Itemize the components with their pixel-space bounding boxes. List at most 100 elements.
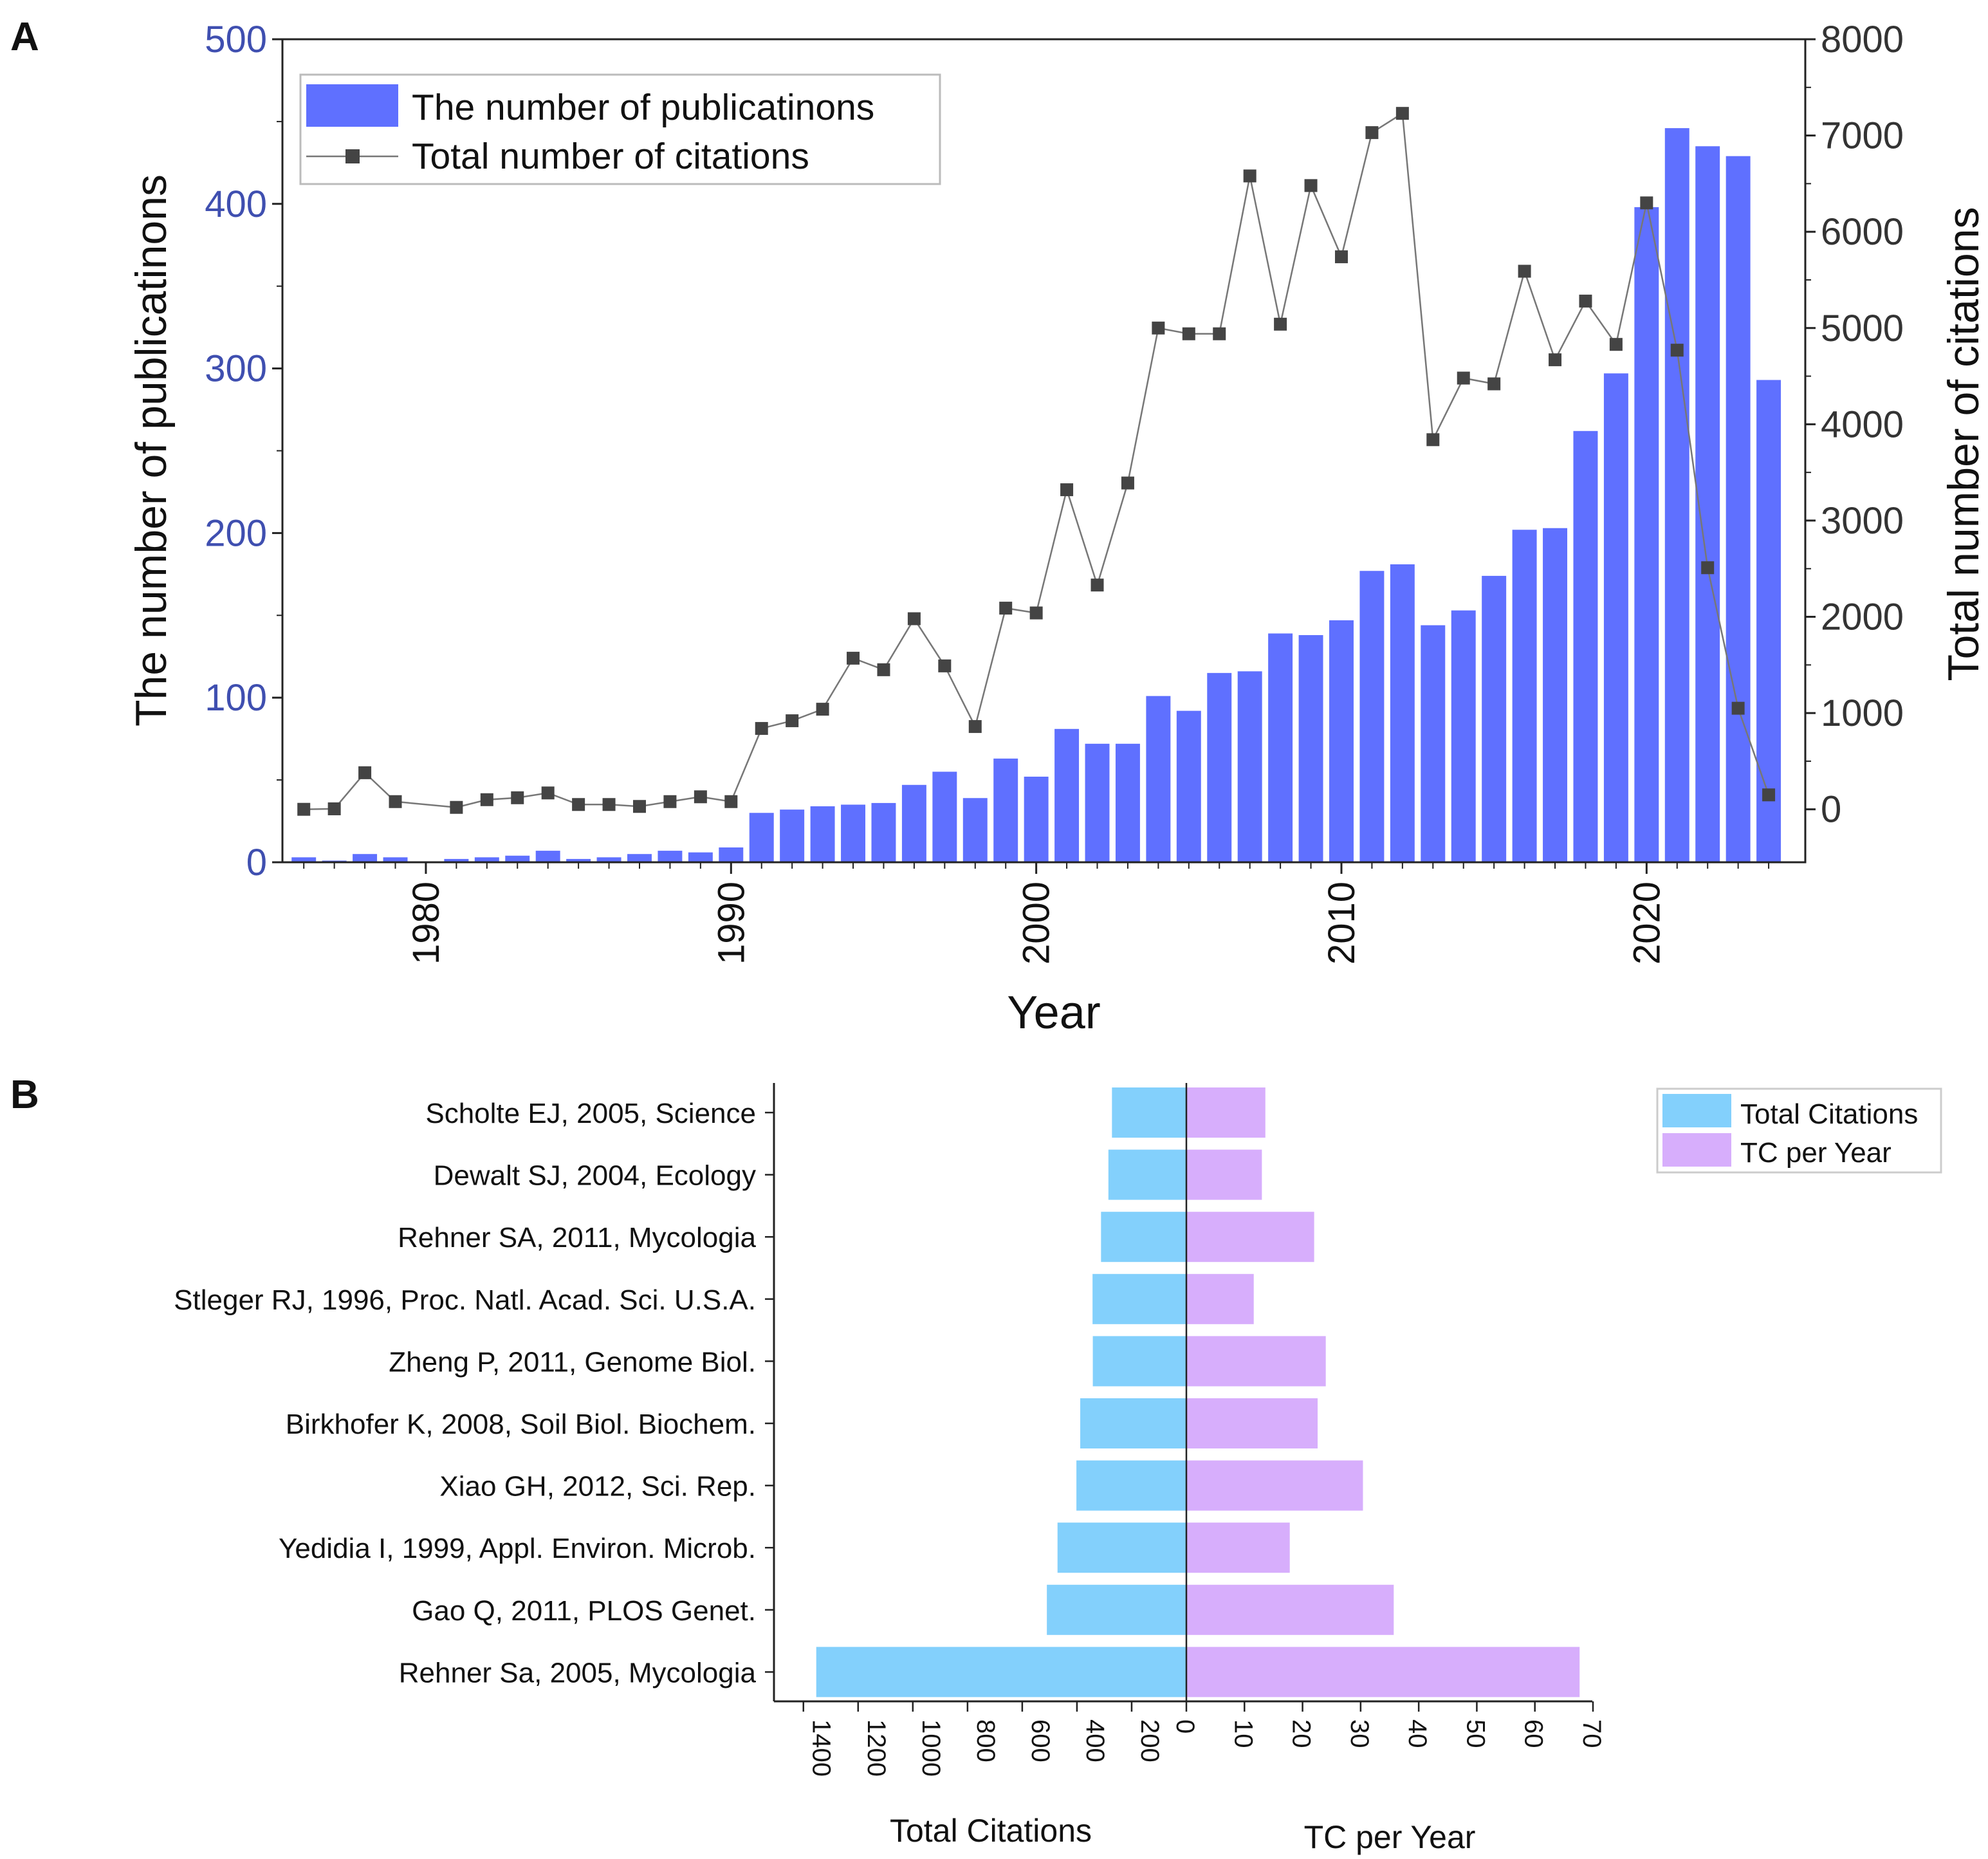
citation-point [1091,578,1104,592]
publication-bar [627,854,652,862]
y-axis-right-title: Total number of citations [1939,207,1988,681]
publication-bar [993,758,1018,862]
total-citations-bar [1108,1149,1186,1200]
tc-per-year-bar [1186,1522,1290,1573]
citation-point [450,800,463,814]
publication-bars [291,128,1781,863]
chart-b: Scholte EJ, 2005, Science Dewalt SJ, 2004… [174,1083,1942,1855]
publication-bar [1115,743,1140,862]
publication-bar [780,809,805,862]
x-tick-label-total: 200 [1136,1719,1164,1762]
citation-point [1060,483,1074,497]
tc-per-year-bar [1186,1149,1262,1200]
publication-bar [1024,776,1049,862]
citation-point [877,663,890,676]
publication-bar [291,857,317,862]
publication-bar [1421,625,1446,862]
citation-point [755,722,768,735]
y-right-tick-label: 8000 [1821,19,1904,60]
publication-bar [383,857,408,862]
x-tick-label-tc: 10 [1229,1719,1257,1748]
total-citations-bar [816,1647,1186,1697]
publication-bar [1664,128,1689,863]
category-label: Zheng P, 2011, Genome Biol. [389,1346,756,1378]
publication-bar [1146,696,1171,862]
citation-point [511,791,524,804]
citation-point [327,802,341,815]
tc-per-year-bar [1186,1087,1266,1138]
legend-a: The number of publicatinons Total number… [299,73,941,185]
legend-a-box [299,73,941,185]
citation-point [1304,179,1318,192]
legend-tc-per-year-swatch [1662,1133,1731,1167]
citation-point [358,766,372,779]
publication-bar [1634,207,1659,862]
citation-point [1549,353,1562,367]
publication-bar [932,772,957,862]
publication-bar [1726,156,1751,862]
publication-bar [810,806,835,862]
category-label: Yedidia I, 1999, Appl. Environ. Microb. [279,1533,756,1564]
x-tick-label-total: 1000 [917,1719,945,1777]
x-tick-label-tc: 60 [1520,1719,1548,1748]
citation-point [1762,788,1776,802]
category-label: Xiao GH, 2012, Sci. Rep. [439,1471,756,1503]
citation-point [1121,476,1134,490]
publication-bar [688,852,713,862]
x-tick-label-tc: 70 [1578,1719,1606,1748]
citation-point [632,800,646,813]
y-right-tick-label: 0 [1821,789,1841,831]
legend-citations-marker [345,149,360,163]
publication-bar [535,851,560,862]
publication-bar [596,857,621,862]
tc-per-year-bar [1186,1584,1394,1635]
citation-point [999,602,1013,615]
publication-bar [1237,671,1262,862]
publication-bar [1451,610,1476,862]
x-tick-label-a: 2020 [1626,882,1668,965]
citation-point [602,798,616,811]
x-tick-label-a: 2010 [1321,882,1363,965]
citation-point [847,651,860,665]
citation-point [1365,126,1379,140]
legend-total-citations-label: Total Citations [1740,1098,1918,1130]
citation-point [1334,250,1348,264]
publication-bar [1268,633,1293,862]
publication-bar [1176,710,1201,862]
publication-bar [1390,564,1415,862]
citation-point [1731,701,1745,715]
y-right-tick-label: 5000 [1821,308,1904,349]
category-label: Gao Q, 2011, PLOS Genet. [412,1595,756,1627]
citation-point [1609,338,1623,351]
category-labels: Scholte EJ, 2005, Science Dewalt SJ, 2004… [174,1098,774,1688]
publication-bar [749,813,774,862]
citation-point [694,790,707,804]
publication-bar [1756,380,1781,862]
y-axis-right: 0 1000 2000 3000 4000 5000 6000 7000 8000 [1805,19,1904,831]
x-tick-label-a: 1990 [710,882,752,965]
category-label: Scholte EJ, 2005, Science [425,1098,756,1129]
publication-bar [1359,571,1385,862]
x-ticks-b: 200 400 600 800 1000 1200 1400 0 10 20 30 40 50 60 70 [802,1701,1606,1777]
category-label: Dewalt SJ, 2004, Ecology [434,1160,756,1192]
publication-bar [566,858,591,862]
legend-citations-label: Total number of citations [412,136,809,177]
tc-per-year-bar [1186,1460,1363,1511]
category-label: Rehner Sa, 2005, Mycologia [399,1657,757,1688]
citation-point [1670,344,1684,357]
total-citations-bar [1092,1336,1186,1387]
citation-point [1395,107,1409,120]
publication-bar [1512,530,1537,862]
y-left-tick-label: 100 [205,677,267,719]
tc-per-year-bar [1186,1273,1254,1324]
publication-bar [901,784,926,862]
citation-point [907,612,921,625]
citation-point [1457,371,1470,385]
x-tick-label-a: 2000 [1016,882,1058,965]
total-citations-bar [1092,1273,1186,1324]
citation-line [297,107,1776,816]
publication-bar [962,798,988,862]
citation-point [786,714,799,728]
